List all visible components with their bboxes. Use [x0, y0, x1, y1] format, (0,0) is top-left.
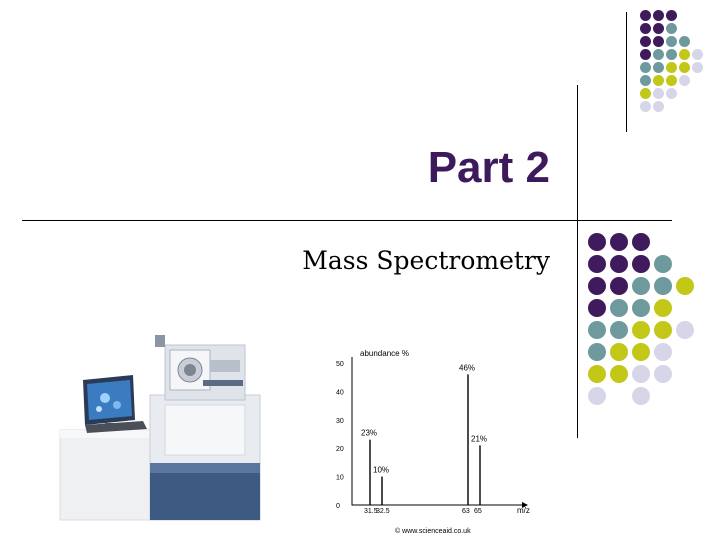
image-credit: © www.scienceaid.co.uk [395, 527, 471, 535]
decorative-top-dot [653, 36, 664, 47]
decorative-top-dot [653, 88, 664, 99]
decorative-top-dot [640, 62, 651, 73]
decorative-mid-dot [654, 365, 672, 383]
decorative-top-dot [666, 62, 677, 73]
y-tick-label: 40 [336, 389, 344, 396]
y-tick-label: 20 [336, 446, 344, 453]
decorative-mid-dot [632, 321, 650, 339]
decorative-top-dot [666, 36, 677, 47]
spectrum-y-ticks: 50 40 30 20 10 0 [336, 361, 344, 510]
decorative-top-dot [640, 10, 651, 21]
decorative-top-dot [653, 62, 664, 73]
x-axis-label: m/z [517, 506, 530, 515]
peak-label: 10% [373, 466, 389, 475]
decorative-mid-dot [610, 343, 628, 361]
decorative-mid-dot [588, 321, 606, 339]
decorative-dots-middle [588, 233, 698, 413]
decorative-top-dot [640, 23, 651, 34]
mass-spectrum-image: abundance % m/z © www.scienceaid.co.uk 5… [336, 349, 530, 535]
peak-label: 46% [459, 363, 475, 372]
decorative-top-dot [653, 10, 664, 21]
decorative-mid-dot [588, 255, 606, 273]
decorative-top-dot [640, 49, 651, 60]
y-tick-label: 0 [336, 503, 340, 510]
decorative-top-dot [653, 49, 664, 60]
y-tick-label: 30 [336, 418, 344, 425]
decorative-top-dot [653, 101, 664, 112]
spectrum-axes [351, 357, 528, 508]
spectrum-x-ticks: 31.532.5 63 65 [364, 508, 482, 515]
decorative-mid-dot [654, 255, 672, 273]
peak-label: 23% [361, 429, 377, 438]
decorative-top-dot [640, 88, 651, 99]
decorative-mid-dot [610, 299, 628, 317]
decorative-mid-dot [654, 277, 672, 295]
decorative-top-dot [653, 75, 664, 86]
decorative-mid-dot [588, 365, 606, 383]
decorative-top-dot [653, 23, 664, 34]
vertical-rule-main [577, 85, 578, 438]
decorative-mid-dot [588, 299, 606, 317]
vertical-rule-top [626, 12, 627, 132]
decorative-top-dot [666, 10, 677, 21]
decorative-top-dot [679, 62, 690, 73]
decorative-top-dot [692, 49, 703, 60]
decorative-mid-dot [632, 233, 650, 251]
x-tick-label: 32.5 [376, 508, 390, 515]
x-tick-label: 65 [474, 508, 482, 515]
decorative-top-dot [679, 36, 690, 47]
decorative-mid-dot [632, 343, 650, 361]
horizontal-rule [22, 220, 672, 221]
y-tick-label: 50 [336, 361, 344, 368]
decorative-dots-top [640, 10, 720, 120]
spectrum-peaks: 23% 10% 46% 21% [361, 363, 487, 505]
decorative-top-dot [679, 75, 690, 86]
mass-spectrometer-image [59, 335, 261, 521]
decorative-mid-dot [654, 299, 672, 317]
spectrum-axis-lines [351, 357, 522, 506]
decorative-mid-dot [588, 233, 606, 251]
decorative-top-dot [679, 49, 690, 60]
decorative-top-dot [666, 75, 677, 86]
decorative-mid-dot [610, 255, 628, 273]
decorative-mid-dot [632, 365, 650, 383]
decorative-top-dot [666, 88, 677, 99]
x-tick-label: 31.5 [364, 508, 378, 515]
decorative-mid-dot [676, 321, 694, 339]
decorative-mid-dot [610, 277, 628, 295]
peak-label: 21% [471, 434, 487, 443]
y-axis-label: abundance % [360, 349, 409, 358]
decorative-mid-dot [676, 277, 694, 295]
decorative-mid-dot [654, 343, 672, 361]
decorative-top-dot [666, 23, 677, 34]
decorative-top-dot [640, 101, 651, 112]
decorative-mid-dot [588, 387, 606, 405]
x-axis-arrow [522, 502, 528, 508]
decorative-top-dot [666, 49, 677, 60]
decorative-mid-dot [632, 255, 650, 273]
decorative-mid-dot [632, 387, 650, 405]
decorative-mid-dot [610, 365, 628, 383]
decorative-top-dot [640, 75, 651, 86]
decorative-top-dot [692, 62, 703, 73]
y-tick-label: 10 [336, 475, 344, 482]
decorative-mid-dot [632, 277, 650, 295]
decorative-mid-dot [588, 277, 606, 295]
decorative-mid-dot [588, 343, 606, 361]
decorative-top-dot [640, 36, 651, 47]
slide-subtitle: Mass Spectrometry [302, 246, 550, 275]
x-tick-label: 63 [462, 508, 470, 515]
decorative-mid-dot [632, 299, 650, 317]
decorative-mid-dot [654, 321, 672, 339]
decorative-mid-dot [610, 321, 628, 339]
slide-title: Part 2 [427, 143, 550, 192]
decorative-mid-dot [610, 233, 628, 251]
